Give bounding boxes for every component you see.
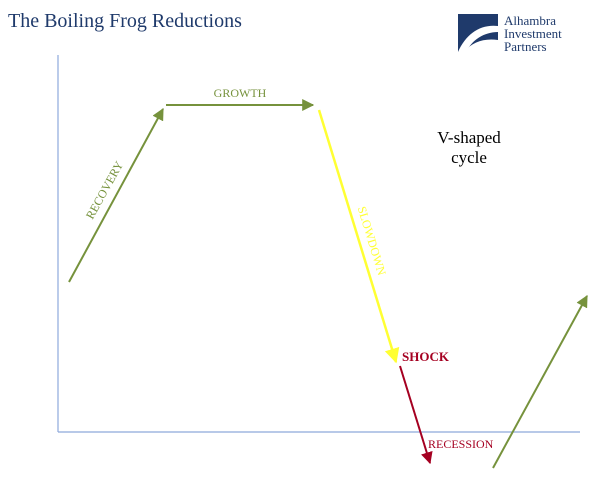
recession-arrow [399,365,433,465]
annotation-line-2: cycle [451,148,487,167]
logo-line-3: Partners [504,39,547,54]
second-recovery-arrow [492,294,588,469]
logo-text: Alhambra Investment Partners [504,14,562,53]
annotation-line-1: V-shaped [437,128,501,147]
recovery-arrow [68,107,164,283]
shock-label: SHOCK [402,349,450,364]
company-logo: Alhambra Investment Partners [458,14,598,54]
logo-line-1: Alhambra [504,13,556,28]
page-title: The Boiling Frog Reductions [8,10,242,32]
logo-line-2: Investment [504,26,562,41]
recession-label: RECESSION [428,437,494,451]
slowdown-arrow [317,109,400,364]
logo-mark-icon [458,14,498,52]
growth-label: GROWTH [214,86,267,100]
